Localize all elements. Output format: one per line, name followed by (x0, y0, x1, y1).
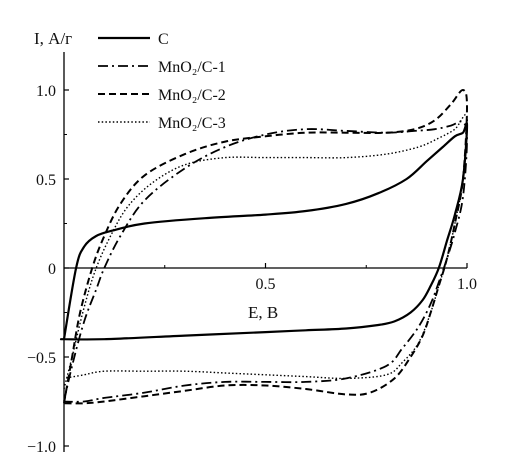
series-c-line (59, 122, 469, 341)
series-mno2-c-1-line (63, 120, 468, 403)
legend-label-c: C (158, 31, 169, 48)
y-tick-label: −0.5 (27, 350, 56, 367)
series-mno2-c-2-line (63, 89, 468, 405)
y-axis-label: I, А/г (34, 29, 72, 48)
y-tick-label: 0.5 (36, 172, 56, 189)
x-tick-label: 0.5 (256, 276, 276, 293)
x-axis-label: E, В (248, 303, 278, 322)
y-tick-label: 1.0 (36, 83, 56, 100)
legend-label-mno2-c-1: MnO₂/C-1 (158, 59, 226, 76)
series-group (59, 89, 469, 405)
legend-label-mno2-c-3: MnO₂/C-3 (158, 115, 226, 132)
series-mno2-c-3-line (63, 113, 468, 390)
legend-label-mno2-c-2: MnO₂/C-2 (158, 87, 226, 104)
y-tick-label: −1.0 (27, 439, 56, 456)
legend: C MnO₂/C-1 MnO₂/C-2 MnO₂/C-3 (98, 31, 226, 132)
x-tick-label: 1.0 (457, 276, 477, 293)
y-tick-label: 0 (48, 261, 56, 278)
ticks: 1.0 0.5 0 −0.5 −1.0 0.5 1.0 (27, 83, 477, 456)
axes (63, 52, 467, 452)
